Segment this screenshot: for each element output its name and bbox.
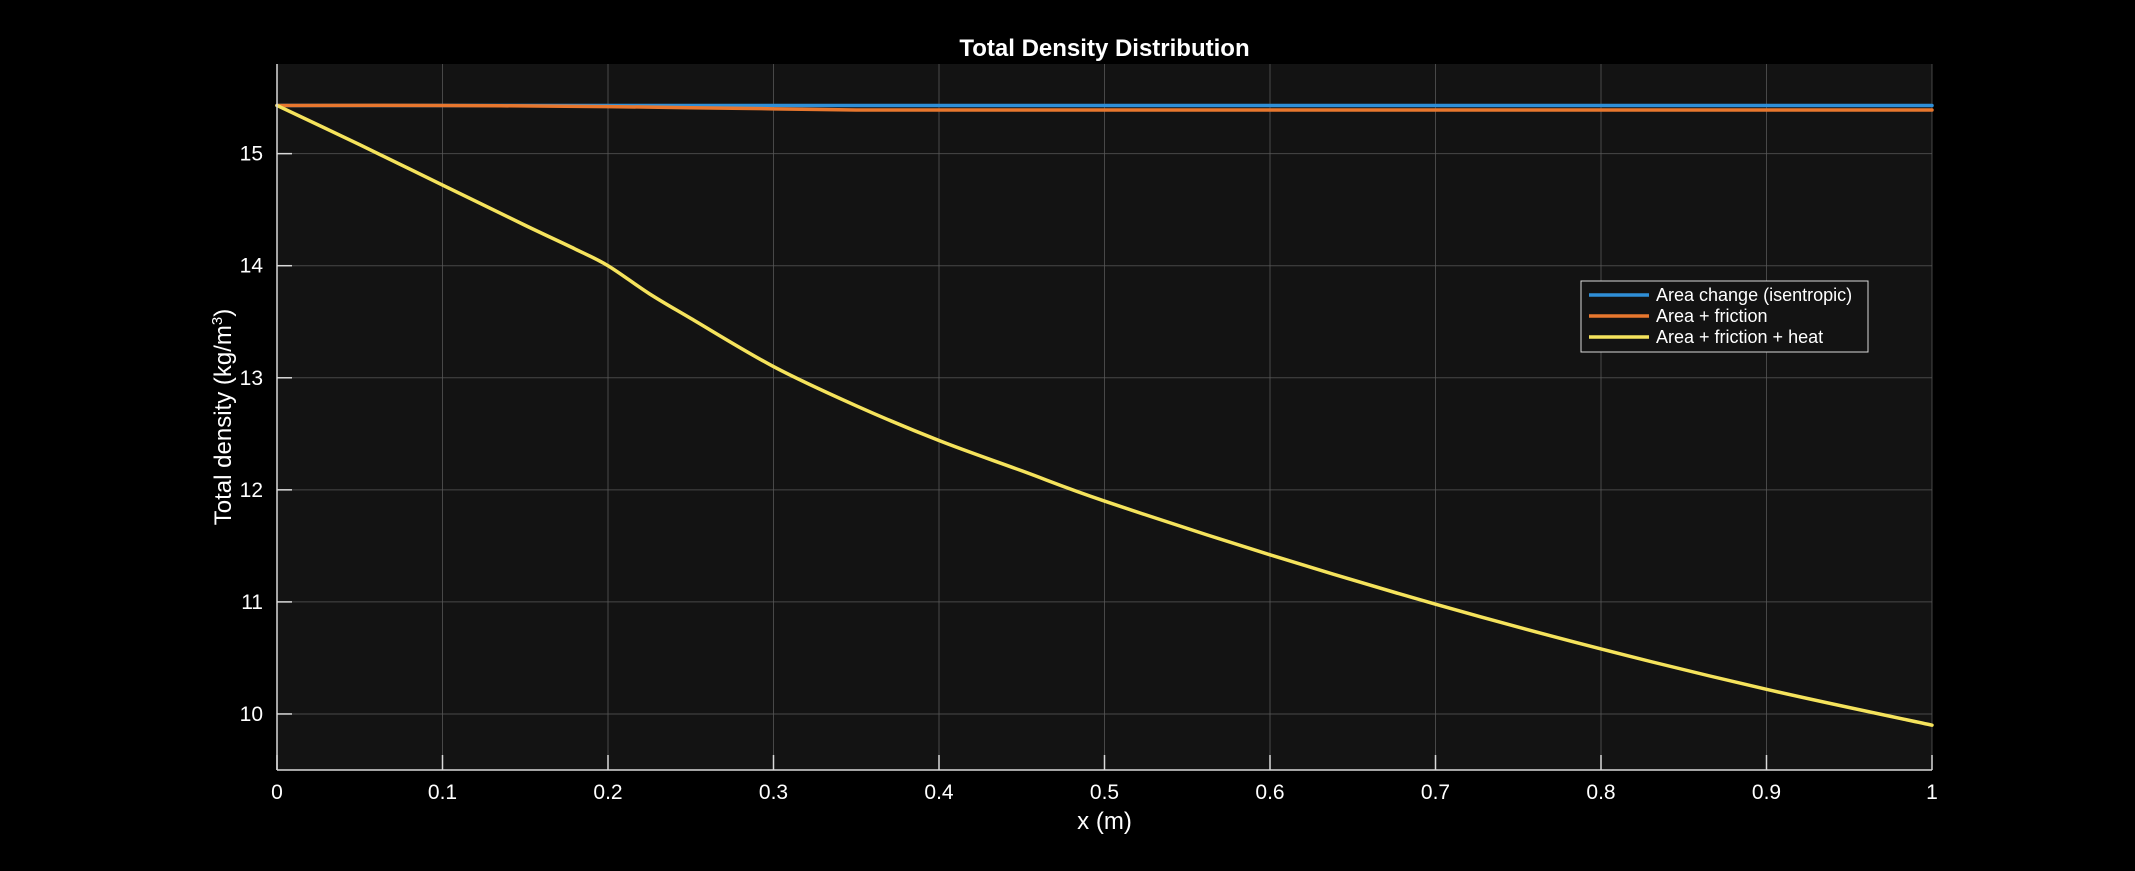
x-tick-label: 0.7 (1421, 781, 1450, 804)
x-tick-label: 0.4 (924, 781, 954, 804)
axes (276, 64, 1933, 771)
x-tick-label: 0.6 (1255, 781, 1284, 804)
series-line-2 (275, 103, 1934, 112)
x-tick-label: 0.8 (1586, 781, 1615, 804)
y-axis-label-main: Total density (kg/m (210, 325, 237, 525)
y-axis-label: Total density (kg/m3) (209, 309, 237, 525)
y-tick-label: 13 (240, 367, 263, 390)
series-lines (275, 103, 1934, 727)
y-axis-label-suffix: ) (210, 309, 237, 317)
x-tick-label: 0.9 (1752, 781, 1781, 804)
x-tick-label: 0.1 (428, 781, 457, 804)
x-tick-label: 0.3 (759, 781, 788, 804)
y-tick-label: 14 (240, 255, 264, 278)
x-tick-label: 1 (1926, 781, 1938, 804)
x-tick-label: 0 (271, 781, 283, 804)
tick-labels: 0 0.1 0.2 0.3 0.4 0.5 0.6 0.7 0.8 0.9 1 10 11 12 13 14 1… (240, 143, 1938, 804)
legend-label-3: Area + friction + heat (1656, 327, 1823, 347)
y-tick-label: 12 (240, 479, 263, 502)
series-line-3 (275, 103, 1934, 727)
y-axis-label-superscript: 3 (209, 317, 226, 325)
legend-label-2: Area + friction (1656, 306, 1768, 326)
legend: Area change (isentropic)Area + frictionA… (1580, 280, 1869, 353)
y-tick-label: 10 (240, 703, 263, 726)
y-tick-label: 15 (240, 143, 263, 166)
x-axis-label: x (m) (1077, 808, 1132, 835)
chart-title: Total Density Distribution (959, 35, 1249, 62)
x-tick-label: 0.5 (1090, 781, 1119, 804)
legend-label-1: Area change (isentropic) (1656, 285, 1852, 305)
grid-lines (277, 64, 1933, 770)
y-tick-label: 11 (241, 591, 263, 614)
x-tick-label: 0.2 (593, 781, 622, 804)
